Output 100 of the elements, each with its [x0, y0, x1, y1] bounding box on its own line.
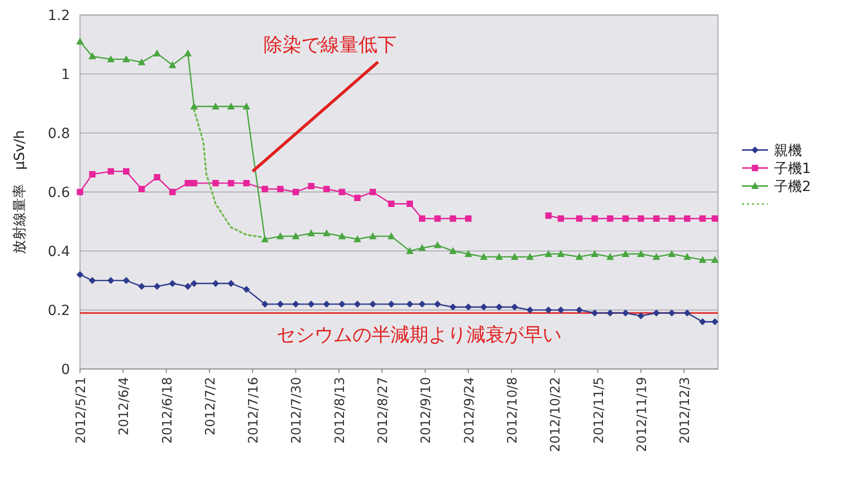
point — [653, 215, 660, 222]
point — [406, 247, 414, 254]
y-tick-label: 1 — [61, 67, 70, 83]
y-tick-label: 0.4 — [48, 244, 70, 260]
point — [510, 252, 518, 260]
point — [638, 215, 644, 222]
point — [308, 182, 314, 190]
point — [406, 200, 413, 207]
point — [592, 215, 598, 222]
y-tick-label: 0.6 — [48, 185, 70, 201]
x-tick-label: 2012/6/18 — [160, 377, 176, 444]
point — [354, 194, 361, 202]
point — [369, 232, 377, 240]
point — [168, 61, 176, 68]
point — [606, 309, 614, 316]
point — [622, 309, 630, 316]
point — [576, 215, 583, 222]
point — [545, 212, 552, 219]
point — [698, 256, 706, 263]
point — [699, 215, 706, 222]
point — [590, 250, 599, 257]
point — [227, 102, 235, 110]
x-tick-label: 2012/8/13 — [332, 377, 348, 444]
y-tick-label: 1.2 — [48, 8, 70, 24]
point — [338, 300, 346, 308]
point — [184, 282, 192, 290]
point — [622, 215, 629, 222]
ref-line-label: セシウムの半減期より減衰が早い — [276, 324, 562, 346]
point — [190, 102, 198, 110]
point — [450, 215, 456, 222]
point — [712, 215, 718, 222]
point — [122, 277, 130, 284]
point — [107, 55, 115, 62]
point — [464, 304, 472, 311]
x-tick-label: 2012/11/19 — [634, 377, 650, 452]
point — [242, 102, 250, 110]
point — [212, 180, 219, 186]
annotation: 除染で線量低下 — [264, 34, 396, 56]
x-tick-label: 2012/12/3 — [678, 377, 694, 444]
point — [576, 306, 583, 314]
point — [323, 186, 330, 192]
point — [212, 280, 220, 287]
point — [277, 186, 284, 192]
point — [354, 300, 361, 308]
point — [576, 252, 584, 260]
point — [388, 300, 395, 308]
y-axis-title: 放射線量率 μSv/h — [12, 130, 28, 254]
point — [711, 256, 719, 263]
point — [434, 300, 442, 308]
x-tick-label: 2012/11/5 — [592, 377, 607, 444]
point — [591, 309, 598, 316]
x-tick-label: 2012/10/22 — [548, 377, 564, 452]
point — [89, 171, 96, 178]
x-tick-label: 2012/7/16 — [246, 377, 262, 444]
point — [464, 250, 472, 257]
point — [418, 215, 426, 222]
x-tick-label: 2012/7/2 — [203, 377, 218, 436]
legend-label: 子機1 — [774, 161, 811, 177]
point — [261, 235, 269, 242]
point — [480, 304, 488, 311]
point — [212, 102, 220, 110]
point — [154, 282, 161, 290]
point — [526, 252, 534, 260]
x-tick-label: 2012/5/21 — [74, 377, 89, 444]
point — [684, 309, 691, 316]
point — [544, 306, 552, 314]
point — [262, 186, 268, 192]
point — [406, 300, 414, 308]
point — [184, 49, 192, 56]
point — [261, 300, 268, 308]
point — [184, 180, 192, 186]
point — [434, 215, 441, 222]
point — [354, 235, 362, 242]
point — [108, 168, 114, 175]
point — [307, 229, 315, 236]
point — [557, 306, 564, 314]
point — [138, 186, 145, 192]
point — [418, 300, 426, 308]
point — [449, 304, 456, 311]
point — [292, 232, 300, 240]
point — [606, 252, 614, 260]
point — [76, 271, 84, 278]
point — [683, 252, 691, 260]
point — [190, 280, 198, 287]
point — [637, 312, 644, 320]
point — [123, 168, 130, 175]
point — [622, 250, 630, 257]
point — [668, 309, 676, 316]
point — [276, 300, 284, 308]
point — [338, 232, 346, 240]
point — [668, 215, 675, 222]
point — [370, 188, 376, 196]
point — [465, 215, 472, 222]
point — [242, 286, 250, 293]
point — [292, 300, 300, 308]
x-tick-label: 2012/8/27 — [376, 377, 392, 444]
point — [544, 250, 552, 257]
x-tick-label: 2012/6/4 — [117, 377, 132, 436]
point — [153, 49, 161, 56]
point — [322, 229, 330, 236]
